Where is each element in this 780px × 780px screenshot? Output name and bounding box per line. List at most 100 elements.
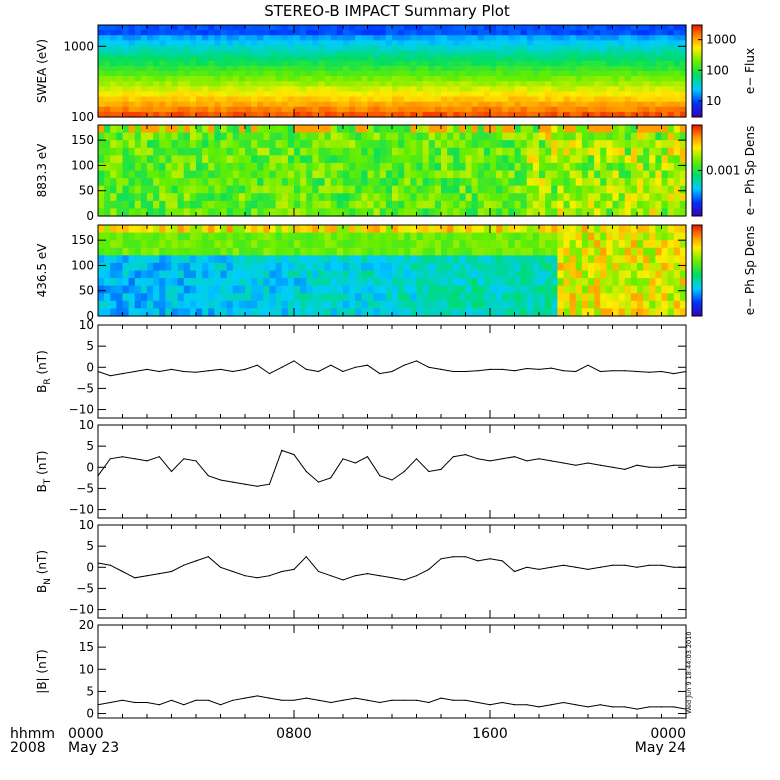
heatmap-cell [673,55,681,62]
heatmap-cell [110,240,117,249]
heatmap-cell [330,60,338,67]
heatmap-cell [594,35,601,41]
heatmap-cell [281,178,289,187]
heatmap-cell [563,25,571,31]
heatmap-cell [355,65,362,72]
series-point [415,699,418,701]
heatmap-cell [98,278,105,287]
heatmap-cell [294,278,301,287]
heatmap-cell [563,240,571,249]
heatmap-cell [661,170,669,179]
heatmap-cell [226,185,234,194]
heatmap-cell [367,81,375,87]
heatmap-cell [232,178,240,187]
heatmap-cell [539,262,546,272]
heatmap-cell [465,193,473,202]
heatmap-cell [183,240,191,249]
heatmap-cell [208,50,215,57]
series-point [146,368,148,370]
heatmap-cell [557,200,565,210]
heatmap-cell [600,255,607,264]
heatmap-cell [214,65,222,72]
heatmap-cell [422,247,430,256]
heatmap-cell [263,35,271,41]
heatmap-cell [483,132,491,141]
heatmap-cell [104,293,111,302]
heatmap-cell [232,255,240,264]
heatmap-cell [202,111,209,118]
heatmap-cell [655,270,663,279]
heatmap-cell [238,278,246,287]
heatmap-cell [434,147,442,156]
heatmap-cell [392,60,399,67]
heatmap-cell [520,162,528,172]
heatmap-cell [508,132,516,141]
heatmap-cell [159,125,166,134]
series-point [464,370,467,373]
heatmap-cell [655,285,663,294]
heatmap-cell [581,91,589,98]
heatmap-cell [679,81,687,87]
colorbar-label: e− Flux [743,48,757,94]
heatmap-cell [477,278,485,287]
heatmap-cell [637,76,644,82]
heatmap-cell [416,35,424,41]
heatmap-cell [251,262,258,272]
heatmap-cell [496,170,503,179]
heatmap-cell [116,40,124,47]
heatmap-cell [153,240,160,249]
heatmap-cell [159,162,166,172]
heatmap-cell [441,278,448,287]
heatmap-cell [551,81,558,87]
heatmap-cell [649,208,656,217]
heatmap-cell [165,111,173,118]
heatmap-cell [98,106,105,113]
heatmap-cell [202,35,209,41]
heatmap-cell [612,111,620,118]
heatmap-cell [637,193,644,202]
heatmap-cell [257,293,264,302]
heatmap-cell [514,76,522,82]
heatmap-cell [588,86,595,93]
heatmap-cell [441,270,448,279]
heatmap-cell [128,132,136,141]
x-tick-time: 0800 [276,726,312,742]
heatmap-cell [245,101,252,108]
heatmap-cell [367,40,375,47]
heatmap-cell [673,225,681,234]
heatmap-cell [343,255,350,264]
heatmap-cell [673,300,681,310]
heatmap-cell [679,55,687,62]
heatmap-cell [649,225,656,234]
heatmap-cell [459,111,467,118]
heatmap-cell [110,96,117,103]
heatmap-cell [257,65,264,72]
heatmap-cell [655,81,663,87]
heatmap-cell [477,45,485,52]
heatmap-cell [398,65,405,72]
heatmap-cell [238,232,246,241]
heatmap-cell [104,278,111,287]
heatmap-cell [367,96,375,103]
y-axis-label: BR (nT) [35,350,53,393]
heatmap-cell [300,285,307,294]
heatmap-cell [545,101,552,108]
heatmap-cell [140,71,148,77]
heatmap-cell [128,155,136,164]
heatmap-cell [220,71,228,77]
heatmap-cell [624,162,632,172]
heatmap-cell [483,111,491,118]
heatmap-cell [373,81,381,87]
heatmap-cell [128,232,136,241]
heatmap-cell [287,285,295,294]
heatmap-cell [312,96,320,103]
heatmap-cell [263,193,271,202]
heatmap-cell [330,300,338,310]
heatmap-cell [679,40,687,47]
series-point [354,462,356,464]
heatmap-cell [539,96,546,103]
heatmap-cell [471,247,479,256]
heatmap-cell [294,147,301,156]
heatmap-cell [392,55,399,62]
heatmap-cell [428,106,436,113]
